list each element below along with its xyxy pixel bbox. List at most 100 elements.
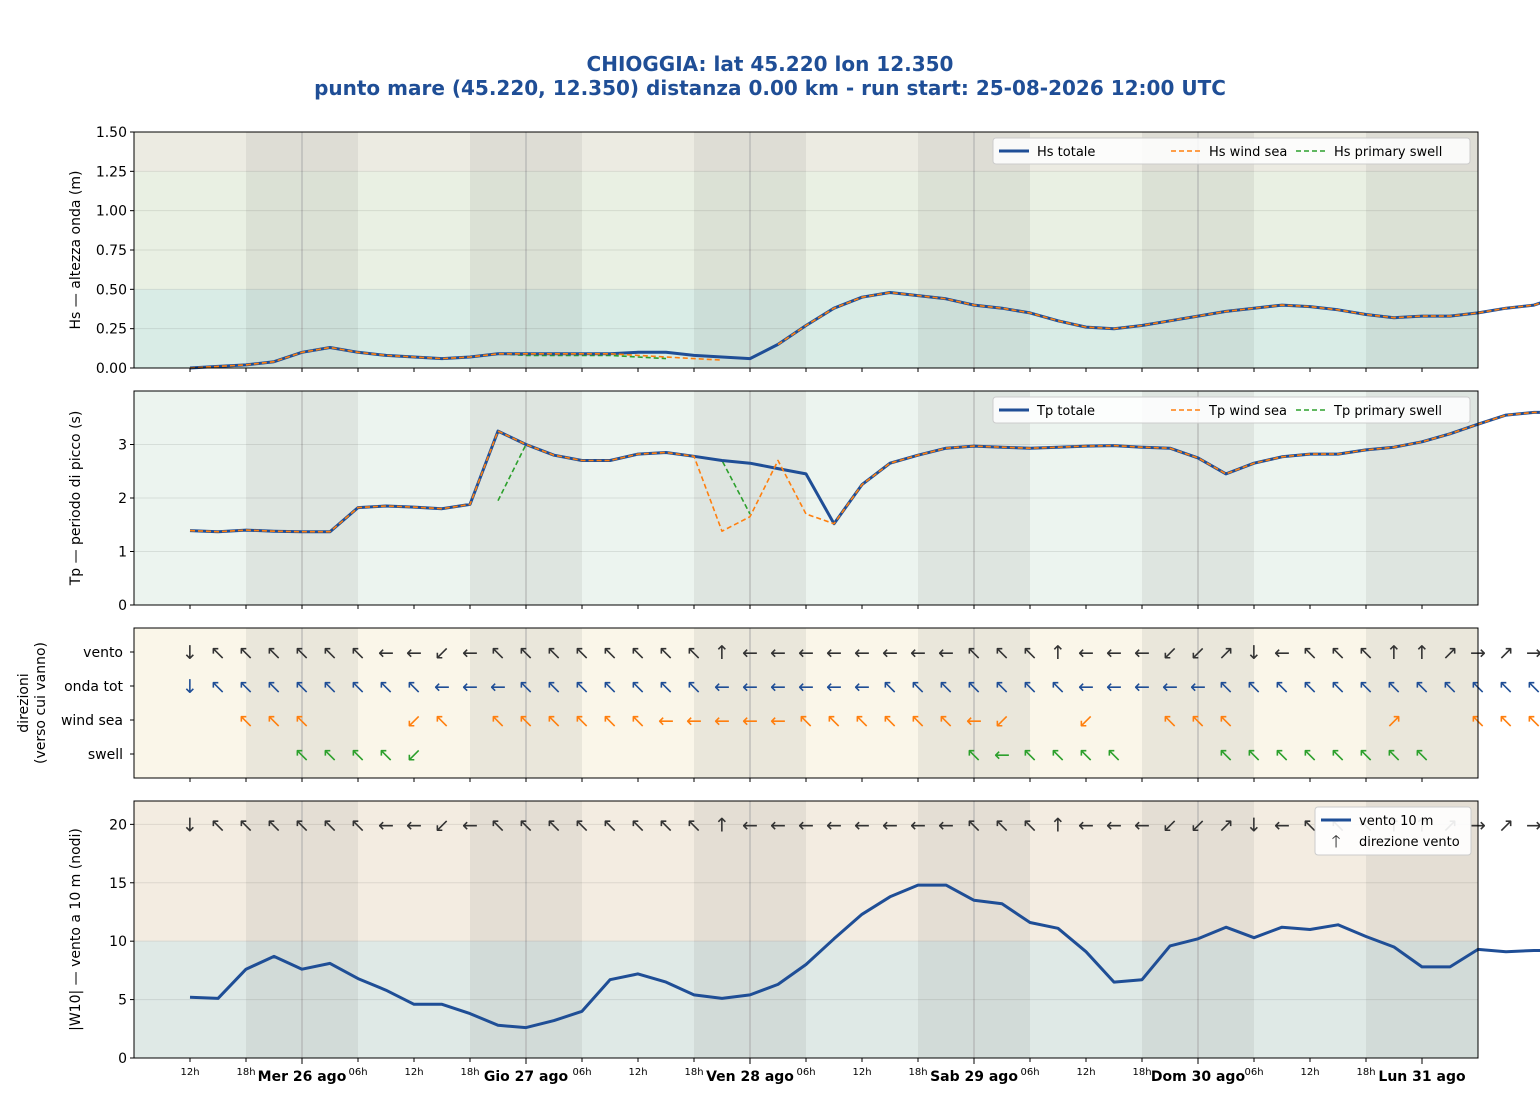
direction-arrow: ↑ xyxy=(714,642,730,664)
direction-arrow: ← xyxy=(742,642,758,664)
direction-arrow: ↙ xyxy=(1190,642,1206,664)
direction-arrow: ↖ xyxy=(602,642,618,664)
direction-arrow: ↖ xyxy=(322,642,338,664)
direction-arrow: ↖ xyxy=(238,676,254,698)
direction-arrow: ← xyxy=(826,642,842,664)
direction-arrow: ← xyxy=(854,642,870,664)
x-hour-label: 12h xyxy=(404,1067,423,1078)
direction-arrow: ↖ xyxy=(994,642,1010,664)
x-hour-label: 12h xyxy=(1076,1067,1095,1078)
x-hour-label: 06h xyxy=(1020,1067,1039,1078)
direction-arrow: ↖ xyxy=(1302,676,1318,698)
direction-arrow: ← xyxy=(686,710,702,732)
legend-box xyxy=(992,396,1471,424)
direction-arrow: ↖ xyxy=(826,710,842,732)
direction-arrow: ↖ xyxy=(1330,676,1346,698)
direction-arrow: ← xyxy=(462,642,478,664)
direction-arrow: ↖ xyxy=(294,676,310,698)
wind-direction-arrow: ↙ xyxy=(434,814,450,836)
wind-direction-arrow: ← xyxy=(798,814,814,836)
direction-arrow: ↙ xyxy=(406,710,422,732)
y-tick-label: 1.50 xyxy=(96,125,127,141)
direction-arrow: ↙ xyxy=(1078,710,1094,732)
legend-box xyxy=(992,137,1471,165)
direction-arrow: ↖ xyxy=(1330,642,1346,664)
wind-direction-arrow: ↖ xyxy=(322,814,338,836)
x-day-label: Lun 31 ago xyxy=(1378,1069,1466,1085)
background-band xyxy=(134,941,1478,1058)
night-band xyxy=(1366,391,1478,605)
legend-label: Tp totale xyxy=(1036,404,1095,419)
direction-arrow: ↖ xyxy=(574,676,590,698)
x-hour-label: 18h xyxy=(1132,1067,1151,1078)
direction-arrow: ↖ xyxy=(546,642,562,664)
wind-direction-arrow: ← xyxy=(882,814,898,836)
y-tick-label: 5 xyxy=(118,993,127,1009)
wind-direction-arrow: ↙ xyxy=(1162,814,1178,836)
series-line xyxy=(777,291,1540,346)
wind-direction-arrow: ↖ xyxy=(294,814,310,836)
x-hour-label: 06h xyxy=(572,1067,591,1078)
axes-frame xyxy=(133,627,1479,779)
wind-direction-arrow: ↖ xyxy=(966,814,982,836)
direction-arrow: ↗ xyxy=(1218,642,1234,664)
x-hour-label: 06h xyxy=(348,1067,367,1078)
direction-arrow: ← xyxy=(854,676,870,698)
direction-arrow: ↖ xyxy=(1050,676,1066,698)
night-band xyxy=(1366,132,1478,368)
x-hour-label: 12h xyxy=(628,1067,647,1078)
wind-direction-arrow: ← xyxy=(1078,814,1094,836)
direction-arrow: ↖ xyxy=(1246,676,1262,698)
direction-arrow: ↖ xyxy=(1218,744,1234,766)
direction-arrow: ↖ xyxy=(966,676,982,698)
x-hour-label: 18h xyxy=(236,1067,255,1078)
direction-arrow: ↙ xyxy=(994,710,1010,732)
direction-arrow: ↖ xyxy=(1526,676,1540,698)
legend-label: vento 10 m xyxy=(1359,814,1433,829)
direction-arrow: ↖ xyxy=(434,710,450,732)
legend-box xyxy=(1314,806,1472,856)
axes-frame xyxy=(133,800,1479,1059)
wind-direction-arrow: ↖ xyxy=(630,814,646,836)
direction-arrow: ↖ xyxy=(378,676,394,698)
y-tick-label: 0.75 xyxy=(96,243,127,259)
series-line xyxy=(189,411,1540,533)
x-hour-label: 18h xyxy=(684,1067,703,1078)
direction-arrow: ↖ xyxy=(1246,744,1262,766)
direction-arrow: ↗ xyxy=(1386,710,1402,732)
y-axis-label: |W10| — vento a 10 m (nodi) xyxy=(68,828,84,1031)
legend-label: Tp wind sea xyxy=(1208,404,1287,419)
direction-arrow: ← xyxy=(910,642,926,664)
y-axis-label: direzioni xyxy=(16,673,32,732)
direction-arrow: ↖ xyxy=(210,642,226,664)
direction-arrow: ↙ xyxy=(434,642,450,664)
wind-direction-arrow: ↖ xyxy=(266,814,282,836)
wind-direction-arrow: ↖ xyxy=(574,814,590,836)
wind-direction-arrow: ↖ xyxy=(658,814,674,836)
panel-1: 0.00 0.25 0.50 0.75 1.00 1.25 1.50 Hs — altezza… xyxy=(68,125,1540,377)
direction-arrow: ↖ xyxy=(294,710,310,732)
y-tick-label: 0 xyxy=(118,1051,127,1067)
direction-arrow: ↖ xyxy=(238,642,254,664)
direction-arrow: ↖ xyxy=(546,710,562,732)
direction-arrow: ← xyxy=(742,676,758,698)
wind-direction-arrow: ↖ xyxy=(1302,814,1318,836)
direction-arrow: ↖ xyxy=(266,710,282,732)
direction-arrow: ← xyxy=(1106,642,1122,664)
direction-arrow: ↖ xyxy=(658,676,674,698)
direction-arrow: ↖ xyxy=(378,744,394,766)
direction-arrow: ↙ xyxy=(406,744,422,766)
wind-direction-arrow: ↑ xyxy=(714,814,730,836)
direction-arrow: ← xyxy=(826,676,842,698)
axes-frame xyxy=(133,390,1479,606)
direction-arrow: ↖ xyxy=(1442,676,1458,698)
direction-arrow: ↖ xyxy=(1218,676,1234,698)
direction-arrow: ↗ xyxy=(1498,642,1514,664)
background-band xyxy=(134,391,1478,605)
y-tick-label: 15 xyxy=(109,876,127,892)
wind-direction-arrow: ← xyxy=(770,814,786,836)
direction-arrow: ← xyxy=(770,676,786,698)
direction-arrow: ↖ xyxy=(574,642,590,664)
direction-arrow: ↖ xyxy=(1302,642,1318,664)
